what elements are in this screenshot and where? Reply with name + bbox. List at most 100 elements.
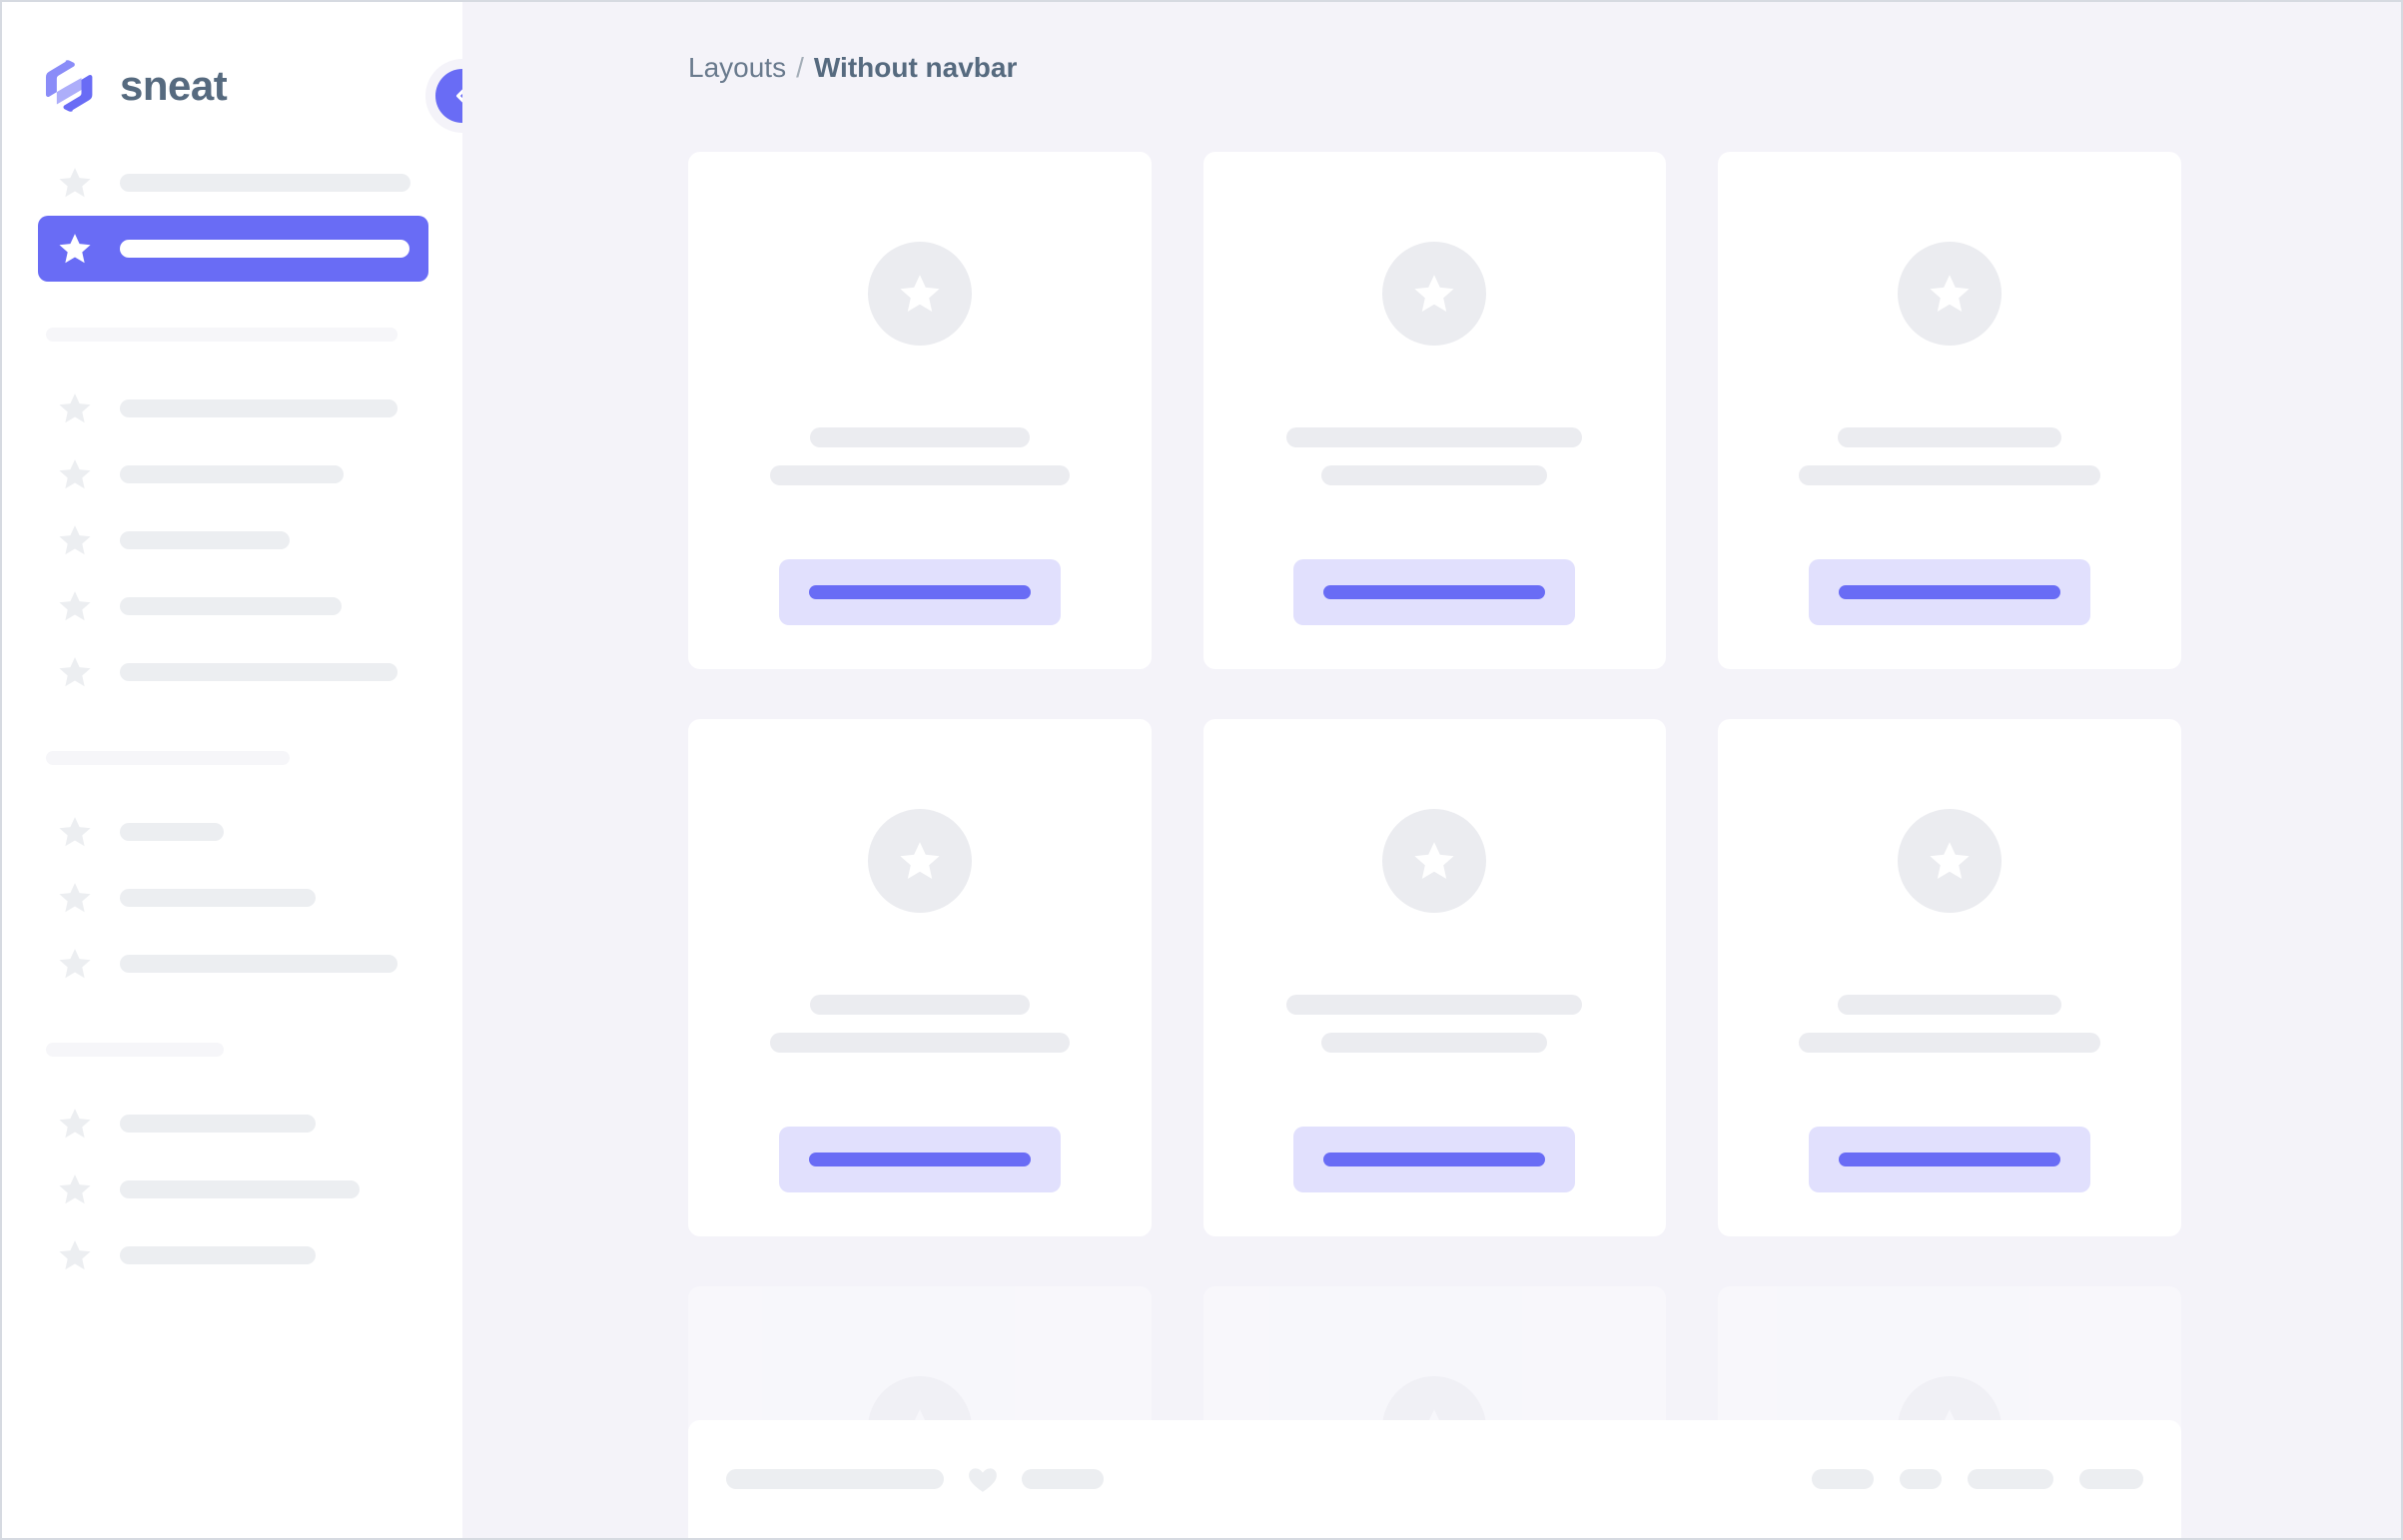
star-icon bbox=[867, 242, 972, 346]
content-card[interactable] bbox=[1202, 719, 1667, 1236]
card-subtitle-placeholder bbox=[1321, 1033, 1548, 1053]
sidebar-spacer bbox=[2, 765, 462, 799]
star-icon bbox=[56, 945, 94, 983]
content-card[interactable] bbox=[688, 152, 1152, 669]
card-grid bbox=[688, 152, 2181, 1538]
chevron-left-icon bbox=[435, 69, 462, 123]
card-action-button[interactable] bbox=[778, 559, 1061, 625]
sidebar-item-label-placeholder bbox=[120, 240, 409, 258]
card-action-button-label-placeholder bbox=[1323, 1153, 1546, 1166]
card-title-placeholder bbox=[809, 427, 1030, 447]
card-action-button-label-placeholder bbox=[808, 1153, 1031, 1166]
sidebar-item[interactable] bbox=[38, 865, 428, 931]
sidebar-item[interactable] bbox=[38, 376, 428, 441]
star-icon bbox=[56, 813, 94, 851]
star-icon bbox=[1898, 809, 2002, 913]
sidebar-spacer bbox=[2, 705, 462, 751]
star-icon bbox=[56, 230, 94, 268]
sidebar: sneat bbox=[2, 2, 462, 1538]
brand[interactable]: sneat bbox=[2, 2, 462, 122]
star-icon bbox=[56, 521, 94, 559]
sidebar-item[interactable] bbox=[38, 1091, 428, 1156]
star-icon bbox=[56, 653, 94, 691]
sidebar-item[interactable] bbox=[38, 441, 428, 507]
card-action-button[interactable] bbox=[778, 1127, 1061, 1192]
card-action-button[interactable] bbox=[1293, 559, 1576, 625]
star-icon bbox=[56, 587, 94, 625]
card-subtitle-placeholder bbox=[769, 1033, 1070, 1053]
sidebar-spacer bbox=[2, 1057, 462, 1091]
breadcrumb-parent[interactable]: Layouts bbox=[688, 52, 787, 83]
sidebar-item-label-placeholder bbox=[120, 174, 410, 192]
sidebar-item-label-placeholder bbox=[120, 663, 398, 681]
sidebar-item-label-placeholder bbox=[120, 889, 316, 907]
sidebar-item-label-placeholder bbox=[120, 955, 398, 973]
sidebar-item-label-placeholder bbox=[120, 823, 224, 841]
heart-icon[interactable] bbox=[966, 1462, 1000, 1496]
star-icon bbox=[56, 389, 94, 427]
card-title-placeholder bbox=[1838, 427, 2062, 447]
footer-left-group bbox=[726, 1462, 1104, 1496]
card-title-placeholder bbox=[1838, 995, 2062, 1015]
footer-right-item-placeholder[interactable] bbox=[1812, 1469, 1874, 1489]
sidebar-item-label-placeholder bbox=[120, 1115, 316, 1133]
sidebar-spacer bbox=[2, 342, 462, 376]
card-title-placeholder bbox=[809, 995, 1030, 1015]
sidebar-group-divider bbox=[46, 1043, 224, 1057]
sidebar-item[interactable] bbox=[38, 799, 428, 865]
card-subtitle-placeholder bbox=[1799, 465, 2101, 485]
card-action-button-label-placeholder bbox=[1839, 1153, 2061, 1166]
card-action-button[interactable] bbox=[1809, 559, 2091, 625]
breadcrumb-separator: / bbox=[796, 52, 804, 83]
sidebar-item[interactable] bbox=[38, 1156, 428, 1222]
footer-bar bbox=[688, 1420, 2181, 1538]
sidebar-item[interactable] bbox=[38, 150, 428, 216]
sidebar-item[interactable] bbox=[38, 639, 428, 705]
sidebar-item[interactable] bbox=[38, 1222, 428, 1288]
content-card[interactable] bbox=[688, 719, 1152, 1236]
star-icon bbox=[56, 455, 94, 493]
star-icon bbox=[56, 164, 94, 202]
footer-left-item-placeholder[interactable] bbox=[1022, 1469, 1104, 1489]
sidebar-item-label-placeholder bbox=[120, 399, 398, 417]
footer-right-item-placeholder[interactable] bbox=[1968, 1469, 2053, 1489]
footer-left-item-placeholder[interactable] bbox=[726, 1469, 944, 1489]
sidebar-item-active[interactable] bbox=[38, 216, 428, 282]
star-icon bbox=[56, 879, 94, 917]
card-title-placeholder bbox=[1286, 427, 1583, 447]
star-icon bbox=[867, 809, 972, 913]
sidebar-item-label-placeholder bbox=[120, 1246, 316, 1264]
sidebar-item[interactable] bbox=[38, 507, 428, 573]
sidebar-item-label-placeholder bbox=[120, 1180, 360, 1198]
breadcrumb: Layouts / Without navbar bbox=[462, 2, 2401, 82]
card-action-button[interactable] bbox=[1809, 1127, 2091, 1192]
sidebar-menu bbox=[2, 122, 462, 1288]
main-content: Layouts / Without navbar bbox=[462, 2, 2401, 1538]
card-title-placeholder bbox=[1286, 995, 1583, 1015]
content-card[interactable] bbox=[1202, 152, 1667, 669]
breadcrumb-current: Without navbar bbox=[813, 52, 1018, 83]
sidebar-spacer bbox=[2, 282, 462, 328]
footer-right-item-placeholder[interactable] bbox=[2079, 1469, 2143, 1489]
card-action-button-label-placeholder bbox=[1323, 585, 1546, 599]
star-icon bbox=[1898, 242, 2002, 346]
content-card[interactable] bbox=[1718, 152, 2181, 669]
sneat-logo-icon bbox=[40, 57, 98, 115]
card-action-button[interactable] bbox=[1293, 1127, 1576, 1192]
footer-right-item-placeholder[interactable] bbox=[1900, 1469, 1942, 1489]
star-icon bbox=[56, 1105, 94, 1143]
card-subtitle-placeholder bbox=[769, 465, 1070, 485]
sidebar-item[interactable] bbox=[38, 573, 428, 639]
sidebar-item-label-placeholder bbox=[120, 531, 290, 549]
star-icon bbox=[1382, 242, 1487, 346]
card-action-button-label-placeholder bbox=[1839, 585, 2061, 599]
star-icon bbox=[56, 1236, 94, 1274]
card-subtitle-placeholder bbox=[1799, 1033, 2101, 1053]
sidebar-item[interactable] bbox=[38, 931, 428, 997]
brand-name: sneat bbox=[120, 62, 228, 109]
star-icon bbox=[1382, 809, 1487, 913]
sidebar-group-divider bbox=[46, 751, 290, 765]
sidebar-spacer bbox=[2, 997, 462, 1043]
content-card[interactable] bbox=[1718, 719, 2181, 1236]
